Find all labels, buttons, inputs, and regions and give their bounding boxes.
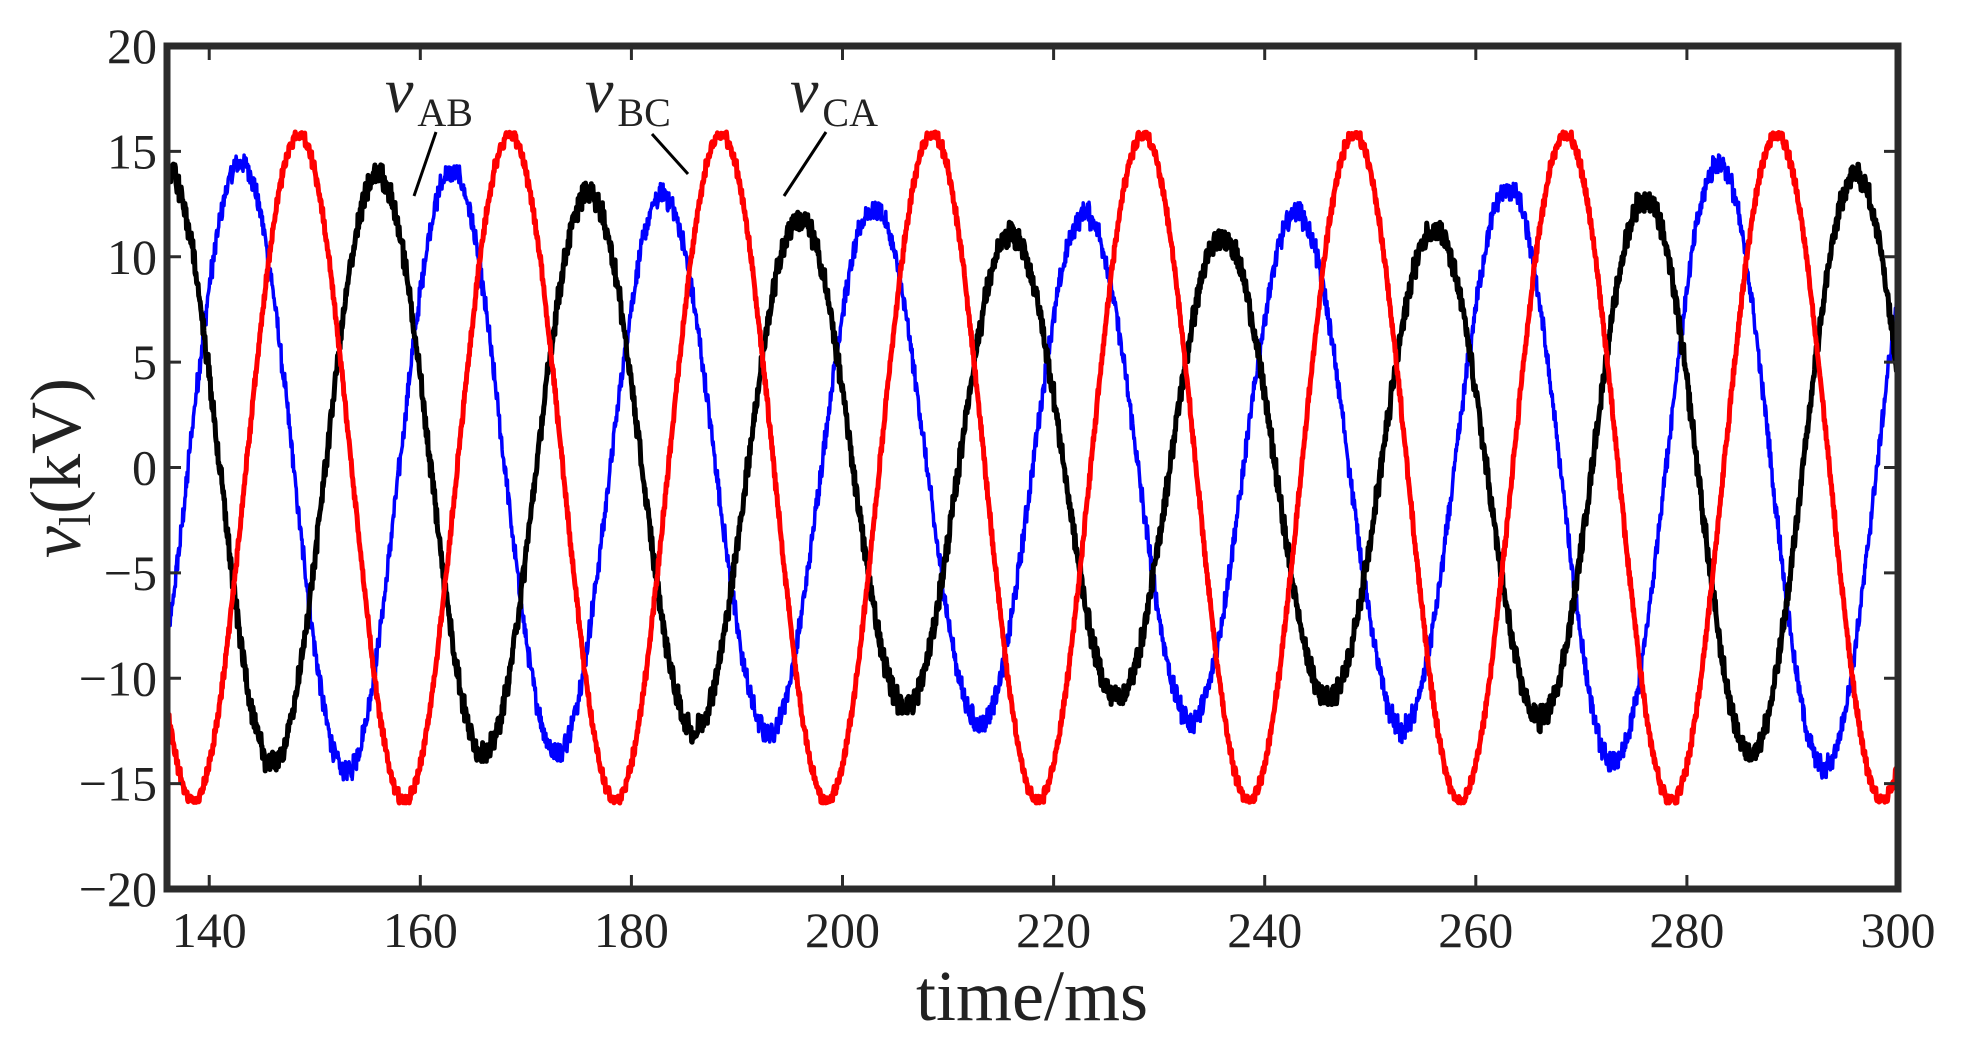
annotation-v-ca: v CA xyxy=(790,55,878,135)
x-tick-label-140: 140 xyxy=(172,902,247,958)
annotations-layer: v AB v BC v CA xyxy=(385,55,878,197)
annotation-v-ab-sub: AB xyxy=(417,90,473,135)
annotation-v-bc-main: v xyxy=(585,55,614,126)
y-axis-title-main: v xyxy=(16,526,96,558)
y-tick-label-20: 20 xyxy=(107,18,157,74)
y-tick-label--20: −20 xyxy=(79,861,157,917)
x-tick-label-260: 260 xyxy=(1438,902,1513,958)
series-line-ab xyxy=(167,153,1898,782)
annotation-v-ab-main: v xyxy=(385,55,414,126)
series-line-ca xyxy=(167,157,1898,774)
x-tick-label-240: 240 xyxy=(1227,902,1302,958)
series-line-bc xyxy=(167,129,1898,806)
y-tick-label--5: −5 xyxy=(104,545,157,601)
annotation-v-bc-sub: BC xyxy=(617,90,670,135)
annotation-v-ab: v AB xyxy=(385,55,473,135)
y-tick-label-10: 10 xyxy=(107,229,157,285)
annotation-v-bc: v BC xyxy=(585,55,671,135)
annotation-v-ca-main: v xyxy=(790,55,819,126)
y-axis-title-sub: l xyxy=(51,514,100,526)
y-tick-label-0: 0 xyxy=(132,440,157,496)
y-axis-title-rest: (kV) xyxy=(16,378,96,514)
annotation-leader-bc xyxy=(650,132,690,176)
tick-labels-layer: 140 160 180 200 220 240 260 280 300 20 15 10 5 0 −5 −10… xyxy=(79,18,1936,958)
y-tick-label--15: −15 xyxy=(79,756,157,812)
x-tick-label-200: 200 xyxy=(805,902,880,958)
y-axis-title: vl(kV) xyxy=(16,378,100,558)
annotation-leader-ab xyxy=(412,131,438,197)
x-axis-title: time/ms xyxy=(916,956,1148,1036)
ticks-layer xyxy=(167,44,1900,891)
x-tick-label-180: 180 xyxy=(594,902,669,958)
y-tick-label--10: −10 xyxy=(79,650,157,706)
x-tick-label-160: 160 xyxy=(383,902,458,958)
x-tick-label-220: 220 xyxy=(1016,902,1091,958)
x-tick-label-300: 300 xyxy=(1861,902,1936,958)
x-tick-label-280: 280 xyxy=(1649,902,1724,958)
annotation-leader-ca xyxy=(782,131,828,197)
annotation-v-ca-sub: CA xyxy=(822,90,878,135)
y-tick-label-15: 15 xyxy=(107,123,157,179)
series-layer xyxy=(167,129,1898,806)
y-tick-label-5: 5 xyxy=(132,334,157,390)
